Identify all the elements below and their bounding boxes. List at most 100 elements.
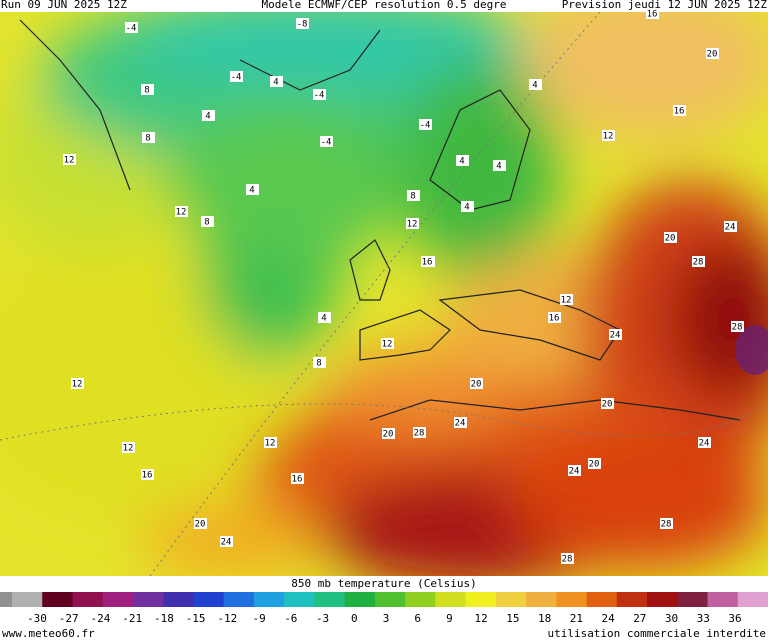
contour-label: 4 (205, 112, 210, 122)
contour-label: 24 (569, 467, 580, 477)
contour-label: 24 (455, 419, 466, 429)
colorbar-ticks: -30 -27 -24 -21 -18 -15 -12 -9 -6 -3 0 3 6 9 12 15 18 21 2… (27, 612, 742, 625)
contour-label-box (313, 357, 326, 368)
contour-label-box (664, 232, 677, 243)
colorbar-tick-label: 24 (601, 612, 615, 625)
contour-label-box (296, 18, 309, 29)
temperature-field (0, 12, 768, 576)
contour-label: 28 (693, 258, 704, 268)
contour-label-box (421, 256, 434, 267)
contour-label-box (175, 206, 188, 217)
colorbar (0, 592, 768, 607)
contour-label: 28 (661, 520, 672, 530)
contour-label-box (673, 105, 686, 116)
contour-label-box (413, 427, 426, 438)
contour-label-box (560, 294, 573, 305)
colorbar-swatch (132, 592, 164, 607)
colorbar-tick-label: 36 (728, 612, 741, 625)
contour-label-box (609, 329, 622, 340)
colorbar-swatch (193, 592, 225, 607)
contour-label-box (456, 155, 469, 166)
colorbar-swatch (647, 592, 678, 607)
colorbar-swatch (737, 592, 768, 607)
contour-label: 24 (221, 538, 232, 548)
colorbar-swatch (253, 592, 285, 607)
colorbar-swatch (586, 592, 618, 607)
colorbar-swatch (223, 592, 255, 607)
contour-label-box (320, 136, 333, 147)
colorbar-title: 850 mb temperature (Celsius) (291, 577, 476, 590)
forecast-label: Prevision jeudi 12 JUN 2025 12Z (562, 0, 768, 11)
contour-label-box (406, 218, 419, 229)
contour-label: 20 (383, 430, 394, 440)
contour-label: 4 (459, 157, 464, 167)
contour-label: 20 (589, 460, 600, 470)
contour-label: 8 (145, 134, 150, 144)
contour-label-box (660, 518, 673, 529)
contour-label-box (407, 190, 420, 201)
contour-labels: -4-8-4-4-4-48448121248412416481216121620… (63, 8, 744, 565)
contour-label-box (194, 518, 207, 529)
colorbar-tick-label: 18 (538, 612, 551, 625)
model-label: Modele ECMWF/CEP resolution 0.5 degre (261, 0, 506, 11)
contour-label-box (461, 201, 474, 212)
colorbar-tick-label: -6 (284, 612, 297, 625)
contour-label-box (454, 417, 467, 428)
contour-label-box (731, 321, 744, 332)
contour-label: 4 (249, 186, 254, 196)
site-label: www.meteo60.fr (2, 627, 95, 640)
contour-label-box (382, 428, 395, 439)
colorbar-swatch (556, 592, 588, 607)
contour-label: 24 (725, 223, 736, 233)
contour-label: 24 (610, 331, 621, 341)
colorbar-swatch (42, 592, 73, 607)
colorbar-tick-label: -27 (59, 612, 79, 625)
colorbar-tick-label: -21 (122, 612, 142, 625)
colorbar-swatch (284, 592, 315, 607)
colorbar-tick-label: 33 (697, 612, 710, 625)
colorbar-tick-label: 9 (446, 612, 453, 625)
colorbar-swatch (435, 592, 467, 607)
contour-label: -4 (321, 138, 332, 148)
contour-label-box (561, 553, 574, 564)
contour-label-box (313, 89, 326, 100)
contour-label-box (419, 119, 432, 130)
contour-label: 12 (265, 439, 276, 449)
colorbar-tick-label: -24 (91, 612, 111, 625)
contour-label: 12 (407, 220, 418, 230)
contour-label: 20 (195, 520, 206, 530)
colorbar-swatch (465, 592, 497, 607)
colorbar-tick-label: 30 (665, 612, 678, 625)
contour-label: 20 (602, 400, 613, 410)
contour-label: 12 (72, 380, 83, 390)
contour-label-box (201, 216, 214, 227)
contour-label-box (724, 221, 737, 232)
colorbar-tick-label: -18 (154, 612, 174, 625)
contour-label-box (381, 338, 394, 349)
run-label: Run 09 JUN 2025 12Z (1, 0, 127, 11)
contour-label-box (602, 130, 615, 141)
contour-label: 16 (142, 471, 153, 481)
contour-label-box (246, 184, 259, 195)
contour-label: -4 (420, 121, 431, 131)
contour-label-box (601, 398, 614, 409)
colorbar-tick-label: -30 (27, 612, 47, 625)
colorbar-tick-label: 0 (351, 612, 358, 625)
contour-label-box (63, 154, 76, 165)
contour-label: -4 (126, 24, 137, 34)
colorbar-tick-label: 6 (414, 612, 421, 625)
contour-label: 12 (123, 444, 134, 454)
contour-label: -4 (231, 73, 242, 83)
colorbar-tick-label: 27 (633, 612, 646, 625)
colorbar-swatch (12, 592, 43, 607)
colorbar-swatch (526, 592, 557, 607)
contour-label: 28 (414, 429, 425, 439)
colorbar-tick-label: 3 (383, 612, 390, 625)
colorbar-tick-label: -9 (252, 612, 265, 625)
contour-label-box (142, 132, 155, 143)
contour-label-box (646, 8, 659, 19)
contour-label-box (493, 160, 506, 171)
contour-label: 12 (176, 208, 187, 218)
contour-label-box (220, 536, 233, 547)
contour-label: 16 (647, 10, 658, 20)
